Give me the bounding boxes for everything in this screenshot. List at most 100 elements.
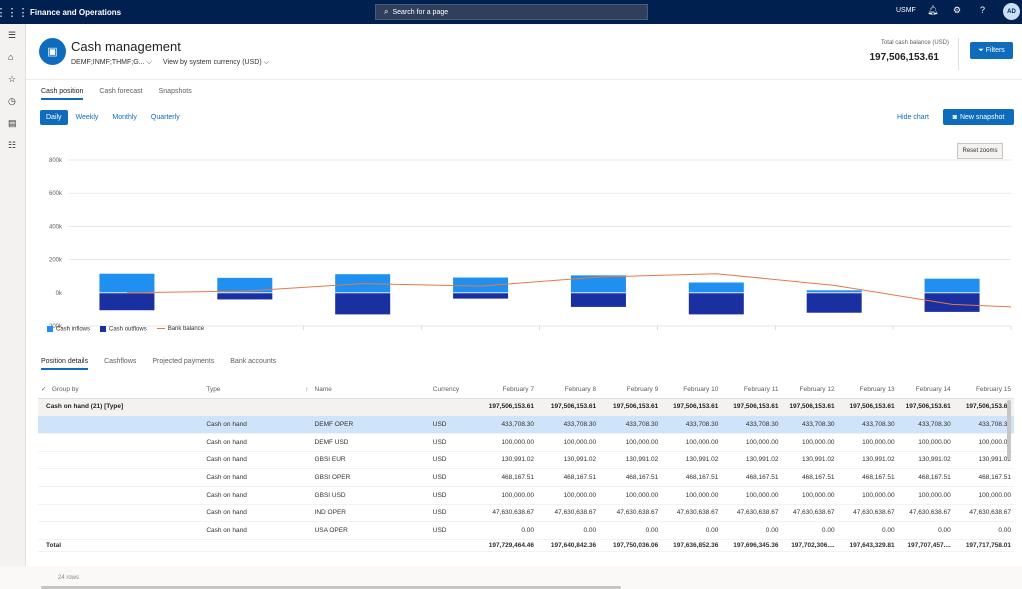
outflow-bar (570, 292, 626, 307)
name-cell: GBSI EUR (311, 451, 430, 470)
search-box[interactable]: ⌕ Search for a page (375, 4, 648, 20)
period-quarterly-button[interactable]: Quarterly (150, 114, 180, 121)
amount-cell: 0.00 (474, 521, 537, 540)
legend-item-inflows[interactable]: Cash inflows (47, 326, 90, 333)
tab-cash-position[interactable]: Cash position (41, 88, 84, 100)
clock-icon[interactable]: ◷ (8, 96, 16, 106)
y-tick-label: 0k (56, 291, 63, 297)
app-launcher-icon[interactable]: ⋮⋮⋮ (0, 6, 29, 19)
date-header[interactable]: February 9 (599, 381, 662, 399)
check-icon[interactable]: ✓ (41, 386, 47, 394)
amount-cell: 433,708.30 (599, 415, 662, 434)
amount-cell: 100,000.00 (837, 433, 898, 452)
currency-header[interactable]: Currency (429, 381, 475, 399)
date-header[interactable]: February 8 (536, 381, 600, 399)
total-cell: 197,636,852.36 (661, 539, 722, 552)
legend-label: Cash inflows (56, 326, 91, 333)
total-cell: 197,707,457.... (897, 539, 954, 552)
date-header[interactable]: February 7 (474, 381, 537, 399)
reset-zooms-button[interactable]: Reset zooms (957, 143, 1003, 159)
table-row[interactable]: Cash on hand DEMF OPER USD 433,708.30 433,70… (38, 415, 1014, 434)
table-row[interactable]: Cash on hand DEMF USD USD 100,000.00 100,000… (38, 433, 1014, 452)
bell-icon[interactable]: 🔔︎ (927, 5, 939, 15)
amount-cell: 100,000.00 (599, 486, 662, 505)
legal-entity-value: DEMF;INMF;THMF;G... (71, 59, 145, 66)
type-header[interactable]: Type ↑ (203, 381, 312, 399)
tab-position-details[interactable]: Position details (41, 358, 89, 370)
hamburger-icon[interactable]: ☰ (8, 30, 17, 40)
tab-cashflows[interactable]: Cashflows (104, 358, 137, 365)
group-cell (38, 433, 204, 452)
avatar[interactable]: AD (1003, 3, 1020, 20)
hide-chart-link[interactable]: Hide chart (897, 114, 929, 121)
divider (958, 38, 959, 70)
legend-swatch (100, 326, 107, 332)
vertical-scrollbar[interactable] (1007, 400, 1011, 460)
tab-bank-accounts[interactable]: Bank accounts (230, 358, 277, 365)
group-row[interactable]: Cash on hand (21) [Type] 197,506,153.61 19… (38, 398, 1014, 417)
group-cell (38, 415, 204, 434)
inflow-bar (453, 277, 509, 293)
amount-cell: 0.00 (661, 521, 722, 540)
period-monthly-button[interactable]: Monthly (112, 114, 137, 121)
type-cell: Cash on hand (203, 521, 312, 540)
legend-item-outflows[interactable]: Cash outflows (100, 326, 147, 333)
amount-cell: 130,991.02 (661, 451, 722, 470)
amount-cell: 100,000.00 (599, 433, 662, 452)
amount-cell: 100,000.00 (953, 486, 1014, 505)
inflow-bar (570, 275, 626, 293)
total-cell: 197,640,842.36 (536, 539, 600, 552)
amount-cell: 433,708.30 (837, 415, 898, 434)
legal-entity-picker[interactable]: DEMF;INMF;THMF;G... ⌵ (71, 59, 152, 67)
group-total-cell: 197,506,153.61 (536, 398, 600, 417)
amount-cell: 100,000.00 (721, 486, 782, 505)
period-weekly-button[interactable]: Weekly (75, 114, 99, 121)
name-header[interactable]: Name (311, 381, 430, 399)
tab-projected-payments[interactable]: Projected payments (152, 358, 215, 365)
tab-snapshots[interactable]: Snapshots (158, 88, 192, 95)
gear-icon[interactable]: ⚙ (953, 5, 962, 15)
amount-cell: 0.00 (837, 521, 898, 540)
amount-cell: 0.00 (781, 521, 838, 540)
group-by-header[interactable]: ✓ Group by (38, 381, 204, 399)
group-total-cell: 197,506,153.61 (953, 398, 1014, 417)
date-header[interactable]: February 11 (721, 381, 782, 399)
amount-cell: 0.00 (953, 521, 1014, 540)
amount-cell: 468,167.51 (661, 468, 722, 487)
company-picker[interactable]: USMF (896, 7, 916, 14)
table-row[interactable]: Cash on hand GBSI OPER USD 468,167.51 468,16… (38, 468, 1014, 487)
table-row[interactable]: Cash on hand GBSI EUR USD 130,991.02 130,991… (38, 451, 1014, 470)
table-row[interactable]: Cash on hand USA OPER USD 0.00 0.00 0.00 0.00 0… (38, 521, 1014, 540)
amount-cell: 433,708.30 (536, 415, 600, 434)
sort-ascending-icon[interactable]: ↑ (305, 385, 309, 393)
date-header[interactable]: February 13 (837, 381, 898, 399)
currency-view-picker[interactable]: View by system currency (USD) ⌵ (163, 59, 269, 67)
new-snapshot-button[interactable]: ◙ New snapshot (943, 109, 1014, 125)
workspace-icon[interactable]: ▤ (8, 118, 17, 128)
position-details-grid: ✓ Group by Type ↑ Name Currency February … (38, 381, 1014, 552)
home-icon[interactable]: ⌂ (8, 52, 14, 62)
period-daily-button[interactable]: Daily (40, 110, 68, 125)
table-row[interactable]: Cash on hand IND OPER USD 47,630,638.67 47,6… (38, 504, 1014, 523)
legend-item-balance[interactable]: Bank balance (156, 326, 204, 332)
tab-cash-forecast[interactable]: Cash forecast (99, 88, 143, 95)
table-row[interactable]: Cash on hand GBSI USD USD 100,000.00 100,000… (38, 486, 1014, 505)
date-header[interactable]: February 10 (661, 381, 722, 399)
help-icon[interactable]: ? (980, 5, 986, 15)
chart-legend: Cash inflows Cash outflows Bank balance (47, 326, 204, 333)
filters-button[interactable]: ⏷ Filters (970, 42, 1013, 59)
date-header[interactable]: February 12 (781, 381, 838, 399)
star-icon[interactable]: ☆ (8, 74, 17, 84)
name-cell: GBSI OPER (311, 468, 430, 487)
date-header[interactable]: February 14 (897, 381, 954, 399)
total-cash-value: 197,506,153.61 (869, 52, 939, 63)
list-icon[interactable]: ☷ (8, 140, 17, 150)
app-name[interactable]: Finance and Operations (30, 7, 122, 17)
date-header[interactable]: February 15 (953, 381, 1014, 399)
currency-cell: USD (429, 504, 475, 523)
amount-cell: 0.00 (599, 521, 662, 540)
name-cell: USA OPER (311, 521, 430, 540)
filter-icon: ⏷ (978, 46, 984, 54)
type-cell: Cash on hand (203, 451, 312, 470)
